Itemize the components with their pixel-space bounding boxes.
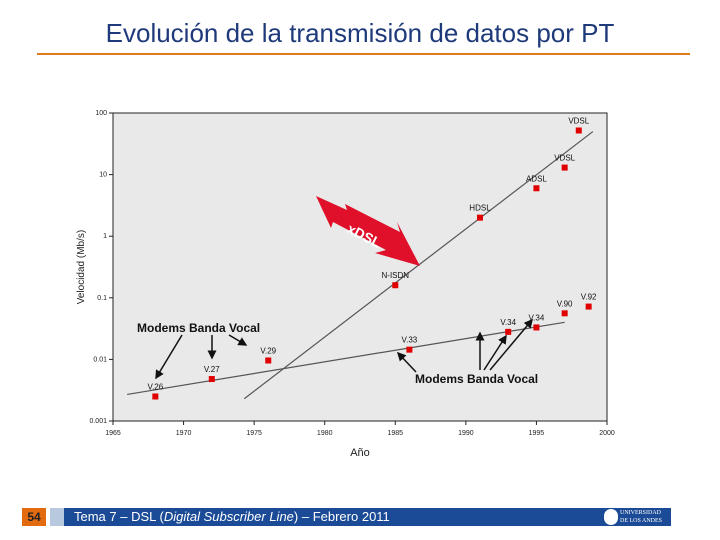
point-label: V.27 — [204, 365, 220, 374]
trend-line — [127, 321, 565, 396]
x-tick-label: 1965 — [105, 430, 121, 437]
point-label: V.29 — [260, 346, 276, 355]
footer-text: Tema 7 – DSL (Digital Subscriber Line) –… — [64, 508, 671, 526]
footer-pre: Tema 7 – DSL ( — [74, 509, 164, 524]
footer-italic: Digital Subscriber Line — [163, 509, 294, 524]
logo-emblem — [604, 509, 618, 525]
data-point — [208, 376, 215, 383]
xdsl-arrow — [316, 196, 420, 266]
point-label: V.34 — [500, 318, 516, 327]
data-point — [533, 185, 540, 192]
y-tick-label: 10 — [99, 172, 107, 179]
y-tick-label: 100 — [95, 110, 107, 117]
x-axis-label: Año — [350, 447, 370, 459]
annotation-arrow — [489, 318, 533, 371]
data-point — [152, 393, 159, 400]
data-point — [561, 164, 568, 171]
annotation-arrow — [483, 334, 507, 371]
point-label: V.33 — [402, 336, 418, 345]
data-point — [476, 214, 483, 221]
data-point — [406, 346, 413, 353]
x-tick-label: 1990 — [458, 430, 474, 437]
university-logo: UNIVERSIDAD DE LOS ANDES — [602, 508, 670, 526]
x-tick-label: 2000 — [599, 430, 615, 437]
point-label: V.92 — [581, 293, 597, 302]
annotation-arrow — [396, 351, 417, 373]
y-tick-label: 0.001 — [89, 418, 107, 425]
plot-area — [112, 112, 608, 422]
point-label: VDSL — [554, 154, 575, 163]
x-tick-label: 1985 — [387, 430, 403, 437]
data-point — [575, 127, 582, 134]
point-label: VDSL — [568, 116, 589, 125]
data-point — [533, 324, 540, 331]
x-tick-label: 1975 — [246, 430, 262, 437]
annotation-arrow — [155, 334, 183, 380]
point-label: N-ISDN — [382, 271, 410, 280]
x-tick-label: 1980 — [317, 430, 333, 437]
y-tick-label: 0.01 — [93, 356, 107, 363]
data-point — [265, 357, 272, 364]
point-label: HDSL — [469, 204, 491, 213]
point-label: ADSL — [526, 174, 547, 183]
slide-title: Evolución de la transmisión de datos por… — [105, 18, 615, 48]
title-underline — [37, 53, 690, 55]
y-tick-label: 0.1 — [97, 295, 107, 302]
x-tick-label: 1995 — [529, 430, 545, 437]
point-label: V.34 — [529, 313, 545, 322]
footer-post: ) – Febrero 2011 — [293, 509, 390, 524]
point-label: V.90 — [557, 299, 573, 308]
data-point — [505, 328, 512, 335]
data-point — [585, 303, 592, 310]
chart: 1965 1970 1975 1980 1985 1990 1995 2000 0.001 0.0… — [76, 110, 615, 459]
y-axis-label: Velocidad (Mb/s) — [76, 230, 87, 304]
logo-text: UNIVERSIDAD DE LOS ANDES — [620, 510, 663, 524]
modems-label-right: Modems Banda Vocal — [415, 372, 538, 386]
annotation-arrow — [228, 334, 248, 346]
data-point — [392, 282, 399, 289]
modems-label-left: Modems Banda Vocal — [137, 321, 260, 335]
page-number: 54 — [22, 508, 46, 526]
footer-strip — [50, 508, 64, 526]
x-tick-label: 1970 — [176, 430, 192, 437]
point-label: V.26 — [147, 382, 163, 391]
data-point — [561, 310, 568, 317]
y-tick-label: 1 — [103, 233, 107, 240]
